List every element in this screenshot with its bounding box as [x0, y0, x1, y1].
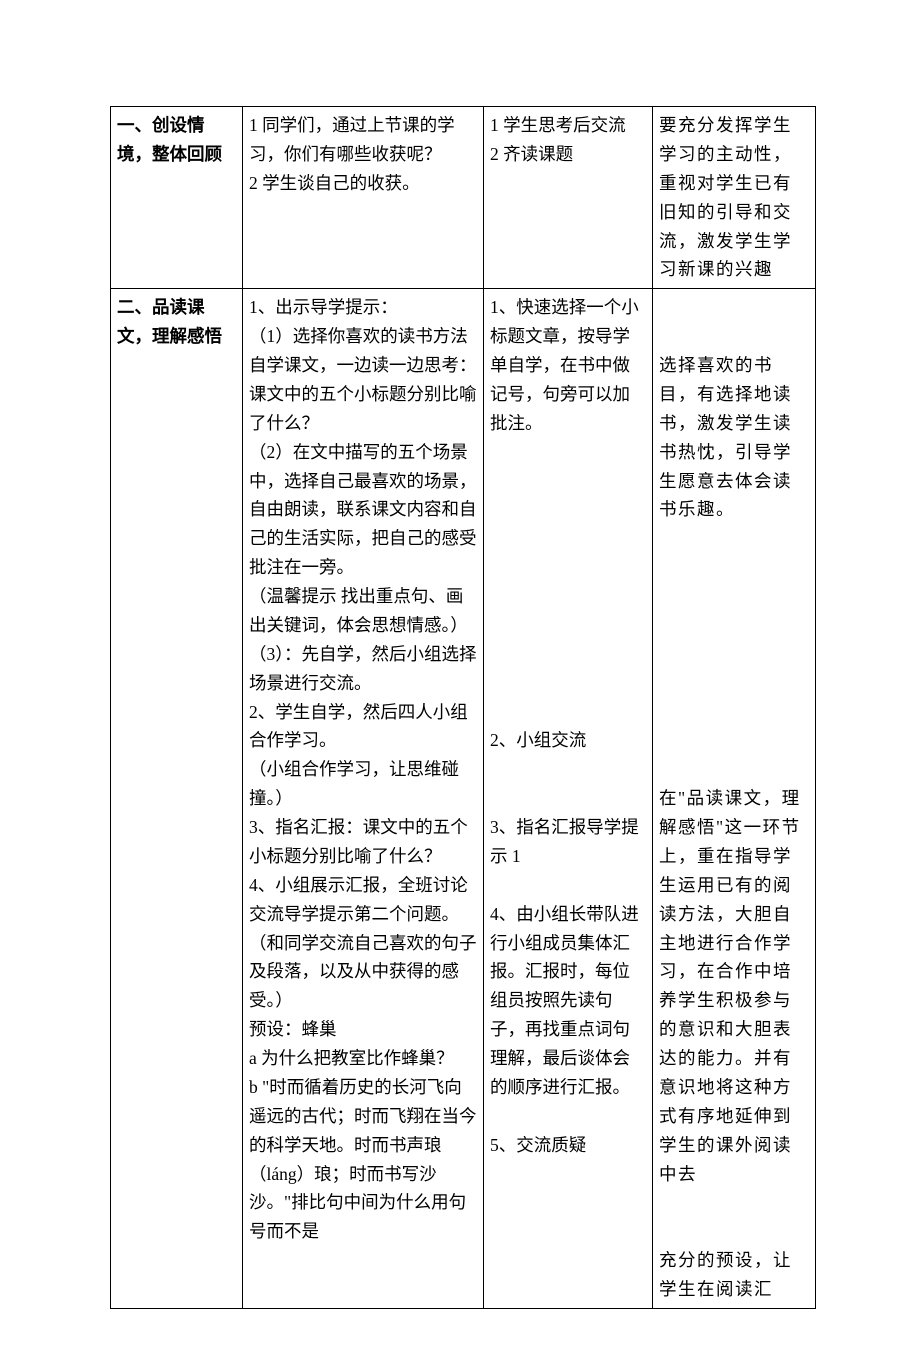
design-intent-cell: 要充分发挥学生学习的主动性，重视对学生已有旧知的引导和交流，激发学生学习新课的兴…: [653, 107, 816, 289]
student-activity-cell: 1、快速选择一个小标题文章，按导学单自学，在书中做记号，句旁可以加批注。2、小组…: [484, 289, 653, 1309]
section-title: 二、品读课文，理解感悟: [117, 297, 222, 346]
section-title: 一、创设情境，整体回顾: [117, 115, 222, 164]
table-row: 一、创设情境，整体回顾 1 同学们，通过上节课的学习，你们有哪些收获呢？2 学生…: [111, 107, 816, 289]
cell-text: 1、出示导学提示：（1）选择你喜欢的读书方法自学课文，一边读一边思考：课文中的五…: [249, 297, 477, 1241]
table-row: 二、品读课文，理解感悟 1、出示导学提示：（1）选择你喜欢的读书方法自学课文，一…: [111, 289, 816, 1309]
section-title-cell: 二、品读课文，理解感悟: [111, 289, 243, 1309]
cell-text: 1 同学们，通过上节课的学习，你们有哪些收获呢？2 学生谈自己的收获。: [249, 115, 455, 193]
cell-text: 1 学生思考后交流2 齐读课题: [490, 115, 626, 164]
cell-text: 选择喜欢的书目，有选择地读书，激发学生读书热忱，引导学生愿意去体会读书乐趣。在"…: [659, 355, 801, 1299]
cell-text: 要充分发挥学生学习的主动性，重视对学生已有旧知的引导和交流，激发学生学习新课的兴…: [659, 115, 792, 279]
lesson-plan-table: 一、创设情境，整体回顾 1 同学们，通过上节课的学习，你们有哪些收获呢？2 学生…: [110, 106, 816, 1309]
cell-text: 1、快速选择一个小标题文章，按导学单自学，在书中做记号，句旁可以加批注。2、小组…: [490, 297, 639, 1154]
section-title-cell: 一、创设情境，整体回顾: [111, 107, 243, 289]
student-activity-cell: 1 学生思考后交流2 齐读课题: [484, 107, 653, 289]
teacher-activity-cell: 1、出示导学提示：（1）选择你喜欢的读书方法自学课文，一边读一边思考：课文中的五…: [243, 289, 484, 1309]
teacher-activity-cell: 1 同学们，通过上节课的学习，你们有哪些收获呢？2 学生谈自己的收获。: [243, 107, 484, 289]
design-intent-cell: 选择喜欢的书目，有选择地读书，激发学生读书热忱，引导学生愿意去体会读书乐趣。在"…: [653, 289, 816, 1309]
